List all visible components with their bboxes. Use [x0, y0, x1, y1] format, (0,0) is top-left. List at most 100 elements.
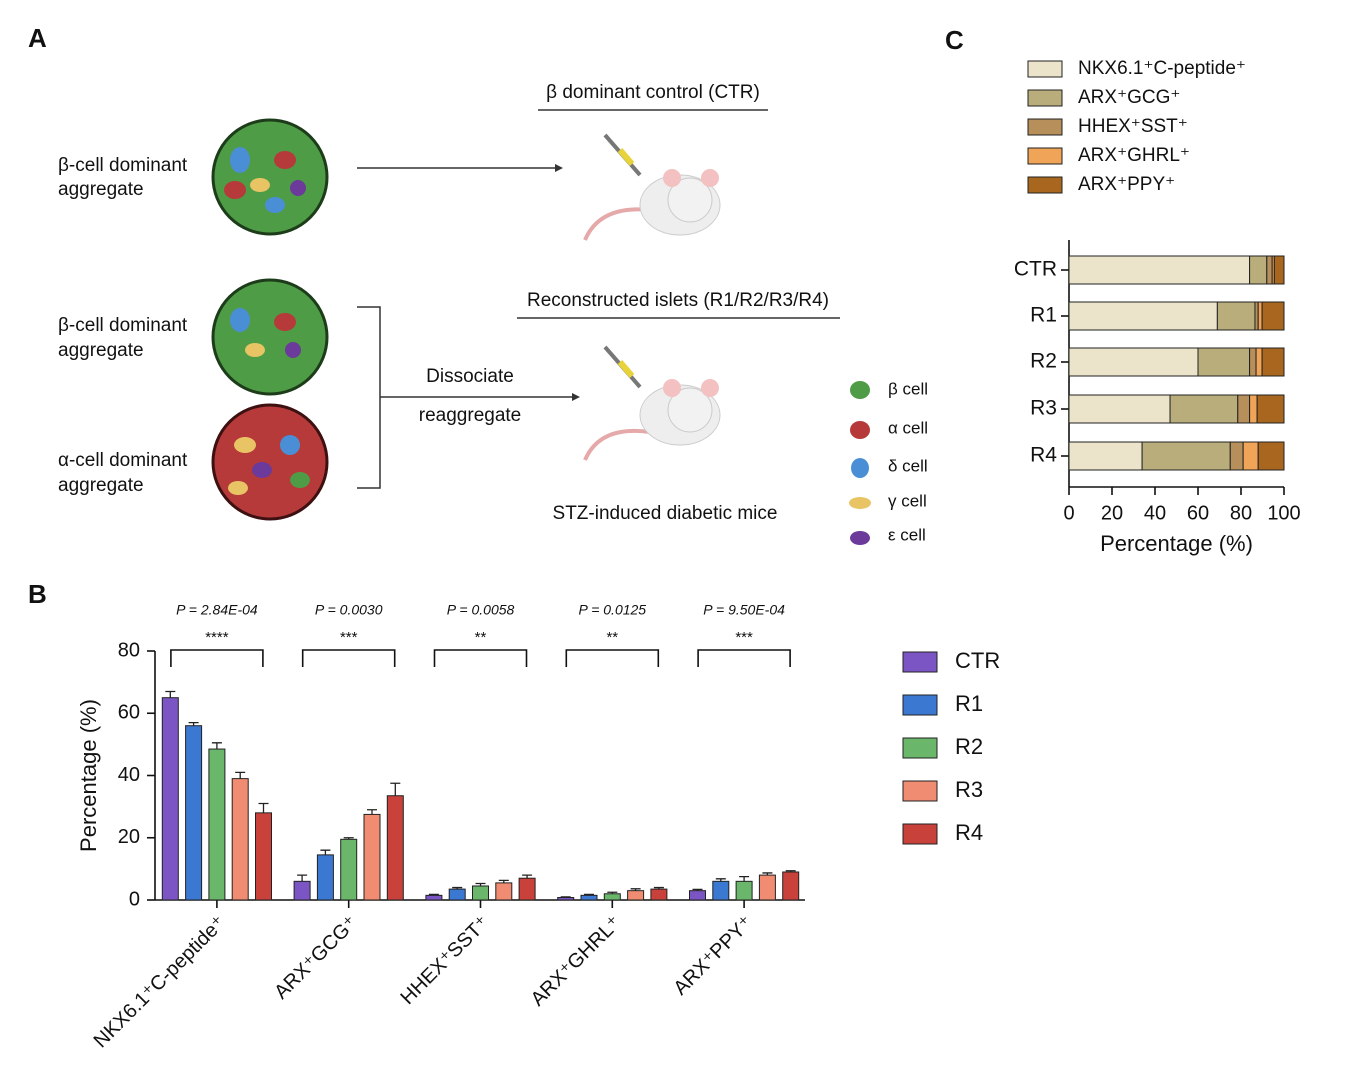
cell-icon [851, 458, 869, 478]
cell-icon [850, 531, 870, 545]
legend-label: CTR [955, 648, 1000, 673]
bar-segment [1197, 347, 1251, 377]
p-value: P = 2.84E-04 [176, 602, 258, 618]
bar [627, 890, 645, 901]
legend-swatch [902, 780, 938, 802]
cell [250, 178, 270, 192]
error-bar [390, 782, 401, 796]
cell [290, 472, 310, 488]
mouse [583, 345, 721, 461]
bracket-arrow [357, 306, 572, 489]
legend-label: R3 [955, 777, 983, 802]
cell-legend: β cell [888, 379, 928, 398]
x-tick-label: 60 [1187, 502, 1209, 524]
step-label: reaggregate [419, 405, 521, 426]
y-tick-label: 60 [118, 702, 140, 724]
x-tick-label: 100 [1267, 502, 1300, 524]
bar-segment [1068, 394, 1171, 424]
bracket [170, 649, 264, 667]
legend-swatch [1027, 176, 1063, 194]
panel-label: A [28, 23, 47, 53]
legend-swatch [1027, 89, 1063, 107]
cell-legend: ε cell [888, 525, 926, 544]
error-bar [258, 802, 269, 813]
significance: **** [205, 629, 229, 646]
error-bar [367, 809, 377, 815]
error-bar [165, 690, 176, 698]
bar [340, 838, 358, 901]
cell-legend: γ cell [888, 491, 927, 510]
error-bar [762, 872, 773, 876]
y-tick-label: R2 [1030, 350, 1057, 373]
cell [274, 313, 296, 331]
error-bar [630, 888, 641, 891]
x-tick-label: 20 [1101, 502, 1123, 524]
arrow-head [555, 164, 563, 172]
bar [603, 893, 621, 901]
bar-segment [1273, 255, 1285, 285]
aggregate-label: aggregate [58, 179, 144, 200]
legend-label: R4 [955, 820, 983, 845]
bar [448, 888, 466, 901]
y-tick-label: 0 [129, 888, 140, 910]
legend-swatch [1027, 118, 1063, 136]
error-bar [428, 893, 439, 896]
bar [293, 880, 311, 901]
cell [245, 343, 265, 357]
legend-label: ARX⁺PPY⁺ [1078, 174, 1175, 195]
bar [518, 877, 536, 901]
cell [230, 147, 250, 173]
bar-segment [1242, 441, 1259, 471]
bar [782, 871, 800, 901]
legend-swatch [902, 694, 938, 716]
bar [231, 778, 249, 901]
error-bar [498, 879, 509, 883]
bracket [697, 649, 791, 667]
bar-segment [1249, 255, 1268, 285]
error-bar [560, 896, 571, 898]
p-value: P = 0.0030 [315, 602, 383, 618]
legend-swatch [902, 823, 938, 845]
y-tick-label: 20 [118, 826, 140, 848]
bracket [433, 649, 528, 667]
bar-segment [1068, 255, 1251, 285]
significance: ** [606, 629, 618, 646]
cell-icon [849, 497, 871, 509]
bar [712, 880, 730, 901]
cell-legend: α cell [888, 418, 928, 437]
error-bar [235, 771, 246, 779]
legend-label: R1 [955, 691, 983, 716]
bar [495, 882, 513, 901]
bar [316, 854, 334, 901]
bar-segment [1068, 301, 1218, 331]
aggregate [211, 278, 329, 396]
panel-label: B [28, 579, 47, 609]
bracket [565, 649, 660, 667]
x-tick-label: ARX⁺GCG⁺ [270, 912, 362, 1004]
error-bar [653, 886, 664, 890]
y-tick-label: R4 [1030, 444, 1057, 467]
legend-label: ARX⁺GHRL⁺ [1078, 145, 1190, 166]
y-axis-label: Percentage (%) [76, 699, 101, 852]
x-tick-label: ARX⁺GHRL⁺ [527, 912, 626, 1011]
step-label: Dissociate [426, 366, 514, 387]
cell [234, 437, 256, 453]
aggregate-label: β-cell dominant [58, 155, 188, 176]
aggregate-label: aggregate [58, 475, 144, 496]
group-label: Reconstructed islets (R1/R2/R3/R4) [527, 290, 829, 311]
x-tick-label: 40 [1144, 502, 1166, 524]
bar-segment [1249, 347, 1257, 377]
error-bar [452, 886, 463, 890]
arrow-head [572, 393, 580, 401]
bar [735, 880, 753, 901]
x-tick-label: 80 [1230, 502, 1252, 524]
y-tick-label: CTR [1014, 258, 1057, 281]
bar-segment [1068, 347, 1199, 377]
cell [265, 197, 285, 213]
aggregate-label: aggregate [58, 340, 144, 361]
bar-segment [1261, 347, 1285, 377]
bar [650, 888, 668, 901]
y-tick-label: R3 [1030, 397, 1057, 420]
bar-segment [1266, 255, 1273, 285]
bar [386, 795, 404, 901]
